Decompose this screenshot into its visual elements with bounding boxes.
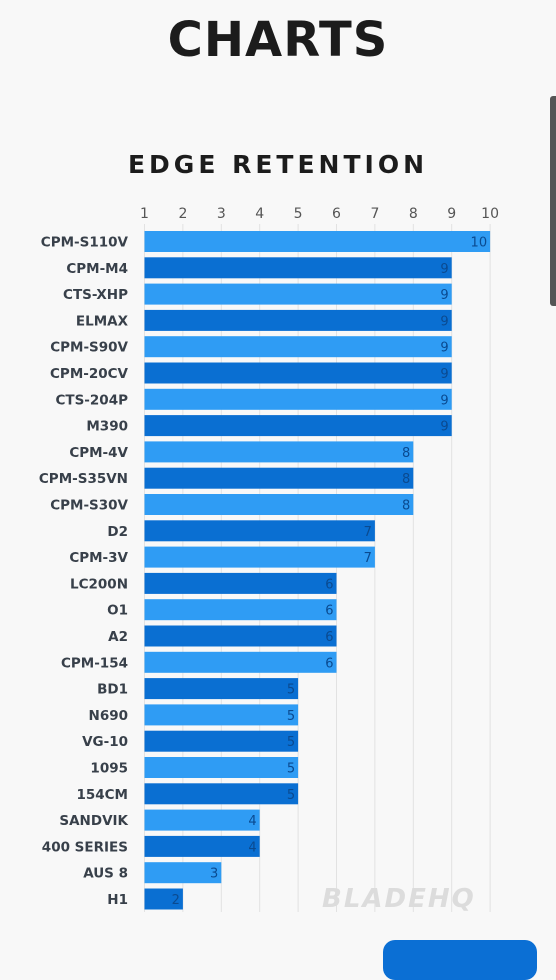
bar xyxy=(144,231,491,252)
x-tick-label: 4 xyxy=(255,206,264,222)
category-label: M390 xyxy=(86,419,128,435)
value-label: 5 xyxy=(287,709,295,724)
value-label: 5 xyxy=(287,683,295,698)
bar xyxy=(144,730,299,752)
bars xyxy=(144,231,491,910)
bar xyxy=(144,704,299,726)
value-label: 6 xyxy=(325,630,333,645)
category-label: H1 xyxy=(107,892,128,908)
category-label: CTS-204P xyxy=(55,392,128,408)
value-label: 4 xyxy=(248,840,256,855)
category-label: N690 xyxy=(89,708,128,724)
category-label: A2 xyxy=(108,629,128,645)
category-labels: CPM-S110V CPM-M4 CTS-XHP ELMAX CPM-S90V CPM-2… xyxy=(39,235,129,909)
x-tick-label: 1 xyxy=(140,206,149,222)
category-label: CPM-20CV xyxy=(50,366,129,382)
category-label: CPM-4V xyxy=(69,445,128,461)
value-label: 9 xyxy=(440,314,448,329)
category-label: BD1 xyxy=(97,682,128,698)
value-label: 7 xyxy=(364,525,372,540)
bar xyxy=(144,783,299,805)
category-label: AUS 8 xyxy=(83,866,128,882)
category-label: CPM-S35VN xyxy=(39,471,128,487)
value-label: 6 xyxy=(325,577,333,592)
x-tick-label: 10 xyxy=(481,206,499,222)
x-axis-ticks: 1 2 3 4 5 6 7 8 9 10 xyxy=(140,206,499,222)
category-label: ELMAX xyxy=(76,313,129,329)
value-label: 3 xyxy=(210,867,218,882)
bladehq-watermark: BLADEHQ xyxy=(322,884,476,914)
category-label: CPM-S30V xyxy=(50,498,128,514)
bar xyxy=(144,835,260,857)
bar xyxy=(144,283,452,305)
category-label: LC200N xyxy=(70,576,128,592)
value-label: 9 xyxy=(440,288,448,303)
x-tick-label: 8 xyxy=(409,206,418,222)
bar xyxy=(144,309,452,331)
category-label: 400 SERIES xyxy=(42,839,128,855)
value-label: 5 xyxy=(287,762,295,777)
value-label: 8 xyxy=(402,499,410,514)
bar xyxy=(144,572,337,594)
bar xyxy=(144,678,299,700)
category-label: CPM-M4 xyxy=(66,261,128,277)
value-label: 6 xyxy=(325,656,333,671)
value-label: 9 xyxy=(440,420,448,435)
bar xyxy=(144,388,452,410)
value-label: 9 xyxy=(440,341,448,356)
bar xyxy=(144,862,222,884)
bar xyxy=(144,362,452,384)
x-tick-label: 3 xyxy=(217,206,226,222)
x-tick-label: 5 xyxy=(294,206,303,222)
category-label: CPM-S90V xyxy=(50,340,128,356)
scrollbar-thumb[interactable] xyxy=(550,96,556,306)
value-label: 10 xyxy=(471,236,488,251)
category-label: 1095 xyxy=(90,761,128,777)
bar xyxy=(144,494,414,515)
x-tick-label: 6 xyxy=(332,206,341,222)
bar xyxy=(144,651,337,673)
bar xyxy=(144,257,452,279)
category-label: CPM-154 xyxy=(61,655,128,671)
category-label: VG-10 xyxy=(82,734,128,750)
bar xyxy=(144,599,337,621)
bar xyxy=(144,441,414,463)
bar xyxy=(144,520,375,542)
value-label: 9 xyxy=(440,262,448,277)
bar xyxy=(144,546,375,568)
bar xyxy=(144,336,452,358)
value-label: 5 xyxy=(287,735,295,750)
value-label: 4 xyxy=(248,814,256,829)
category-label: D2 xyxy=(107,524,128,540)
floating-action-button[interactable] xyxy=(383,940,537,980)
category-label: SANDVIK xyxy=(59,813,128,829)
value-label: 7 xyxy=(364,551,372,566)
category-label: CPM-3V xyxy=(69,550,128,566)
bar xyxy=(144,625,337,647)
bar xyxy=(144,467,414,489)
category-label: CPM-S110V xyxy=(41,235,129,251)
chart-title: EDGE RETENTION xyxy=(127,150,429,179)
value-label: 2 xyxy=(172,893,180,908)
x-tick-label: 7 xyxy=(370,206,379,222)
value-label: 8 xyxy=(402,472,410,487)
bar xyxy=(144,757,299,778)
x-tick-label: 9 xyxy=(447,206,456,222)
value-labels: 10 9 9 9 9 9 9 9 8 8 8 7 7 6 6 6 6 5 5 5 5 5 4 4 3 2 xyxy=(172,236,487,909)
value-label: 9 xyxy=(440,393,448,408)
bar xyxy=(144,888,183,910)
value-label: 6 xyxy=(325,604,333,619)
bar xyxy=(144,415,452,437)
x-tick-label: 2 xyxy=(178,206,187,222)
edge-retention-chart: 1 2 3 4 5 6 7 8 9 10 CPM-S110VCPM-M4CTS-XHPELMAXC… xyxy=(39,206,499,914)
page-title: CHARTS xyxy=(167,12,389,68)
category-label: CTS-XHP xyxy=(63,287,128,303)
value-label: 5 xyxy=(287,788,295,803)
value-label: 8 xyxy=(402,446,410,461)
bar xyxy=(144,809,260,831)
value-label: 9 xyxy=(440,367,448,382)
category-label: O1 xyxy=(107,603,128,619)
category-label: 154CM xyxy=(76,787,128,803)
